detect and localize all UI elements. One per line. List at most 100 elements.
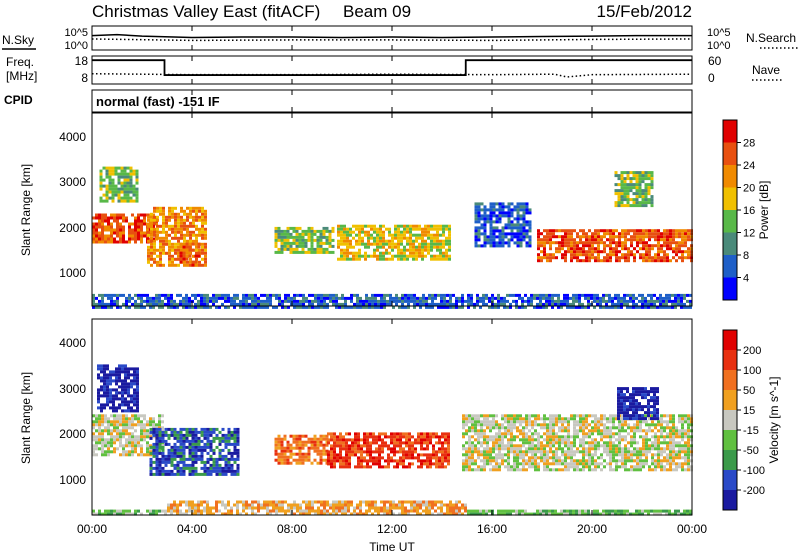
heatmap-cell [642, 465, 645, 469]
heatmap-cell [348, 447, 351, 451]
heatmap-cell [274, 235, 278, 239]
heatmap-cell [128, 240, 131, 244]
heatmap-cell [135, 172, 139, 176]
heatmap-cell [153, 251, 156, 255]
heatmap-cell [424, 248, 427, 252]
heatmap-cell [385, 257, 388, 261]
heatmap-cell [522, 426, 525, 430]
heatmap-cell [397, 230, 400, 234]
heatmap-cell [600, 432, 603, 436]
heatmap-cell [659, 293, 662, 297]
heatmap-cell [630, 459, 633, 463]
heatmap-cell [127, 370, 130, 374]
heatmap-cell [180, 218, 183, 222]
heatmap-cell [134, 429, 137, 433]
heatmap-cell [333, 438, 336, 442]
heatmap-cell [414, 456, 417, 460]
heatmap-cell [618, 232, 621, 236]
heatmap-cell [549, 253, 552, 257]
heatmap-cell [113, 441, 116, 445]
heatmap-cell [488, 305, 491, 309]
heatmap-cell [498, 441, 501, 445]
heatmap-cell [137, 444, 140, 448]
heatmap-cell [405, 456, 408, 460]
heatmap-cell [298, 446, 302, 450]
heatmap-cell [645, 253, 648, 257]
heatmap-cell [173, 445, 177, 449]
heatmap-cell [480, 453, 483, 457]
heatmap-cell [587, 293, 590, 297]
heatmap-cell [116, 432, 119, 436]
heatmap-cell [189, 209, 192, 213]
heatmap-cell [665, 302, 668, 306]
heatmap-cell [483, 450, 486, 454]
heatmap-cell [609, 417, 612, 421]
heatmap-cell [251, 293, 254, 297]
heatmap-cell [647, 174, 651, 178]
heatmap-cell [573, 462, 576, 466]
heatmap-cell [191, 427, 195, 431]
heatmap-cell [357, 459, 360, 463]
heatmap-cell [263, 299, 266, 303]
heatmap-cell [218, 469, 222, 473]
heatmap-cell [642, 259, 645, 263]
heatmap-cell [409, 254, 412, 258]
heatmap-cell [522, 226, 526, 230]
heatmap-cell [663, 244, 666, 248]
heatmap-cell [393, 438, 396, 442]
heatmap-cell [366, 459, 369, 463]
heatmap-cell [620, 189, 624, 193]
heatmap-cell [504, 211, 508, 215]
heatmap-cell [191, 463, 195, 467]
heatmap-cell [537, 244, 540, 248]
heatmap-cell [104, 420, 107, 424]
heatmap-cell [675, 241, 678, 245]
heatmap-cell [174, 233, 177, 237]
heatmap-cell [596, 302, 599, 306]
heatmap-cell [239, 305, 242, 309]
heatmap-cell [492, 441, 495, 445]
heatmap-cell [626, 183, 630, 187]
heatmap-cell [573, 238, 576, 242]
heatmap-cell [280, 455, 284, 459]
heatmap-cell [576, 435, 579, 439]
heatmap-cell [570, 417, 573, 421]
heatmap-cell [183, 224, 186, 228]
heatmap-cell [192, 254, 195, 258]
heatmap-cell [115, 409, 118, 413]
heatmap-cell [289, 434, 293, 438]
heatmap-cell [118, 397, 121, 401]
heatmap-cell [500, 302, 503, 306]
heatmap-cell [525, 232, 529, 236]
heatmap-cell [539, 293, 542, 297]
heatmap-cell [567, 447, 570, 451]
heatmap-cell [627, 450, 630, 454]
heatmap-cell [436, 230, 439, 234]
heatmap-cell [152, 426, 155, 430]
heatmap-cell [396, 432, 399, 436]
heatmap-cell [116, 216, 119, 220]
heatmap-cell [121, 403, 124, 407]
heatmap-cell [143, 305, 146, 309]
heatmap-cell [236, 454, 240, 458]
heatmap-cell [410, 299, 413, 303]
heatmap-cell [582, 444, 585, 448]
heatmap-cell [489, 235, 493, 239]
heatmap-cell [546, 238, 549, 242]
heatmap-cell [387, 459, 390, 463]
heatmap-cell [632, 174, 636, 178]
heatmap-cell [374, 305, 377, 309]
heatmap-cell [545, 293, 548, 297]
heatmap-cell [133, 379, 136, 383]
heatmap-cell [647, 192, 651, 196]
heatmap-cell [113, 420, 116, 424]
heatmap-cell [179, 427, 183, 431]
heatmap-cell [519, 456, 522, 460]
heatmap-cell [134, 302, 137, 306]
heatmap-cell [396, 444, 399, 448]
heatmap-cell [173, 466, 177, 470]
heatmap-cell [531, 414, 534, 418]
heatmap-cell [498, 462, 501, 466]
heatmap-cell [668, 293, 671, 297]
heatmap-cell [540, 447, 543, 451]
